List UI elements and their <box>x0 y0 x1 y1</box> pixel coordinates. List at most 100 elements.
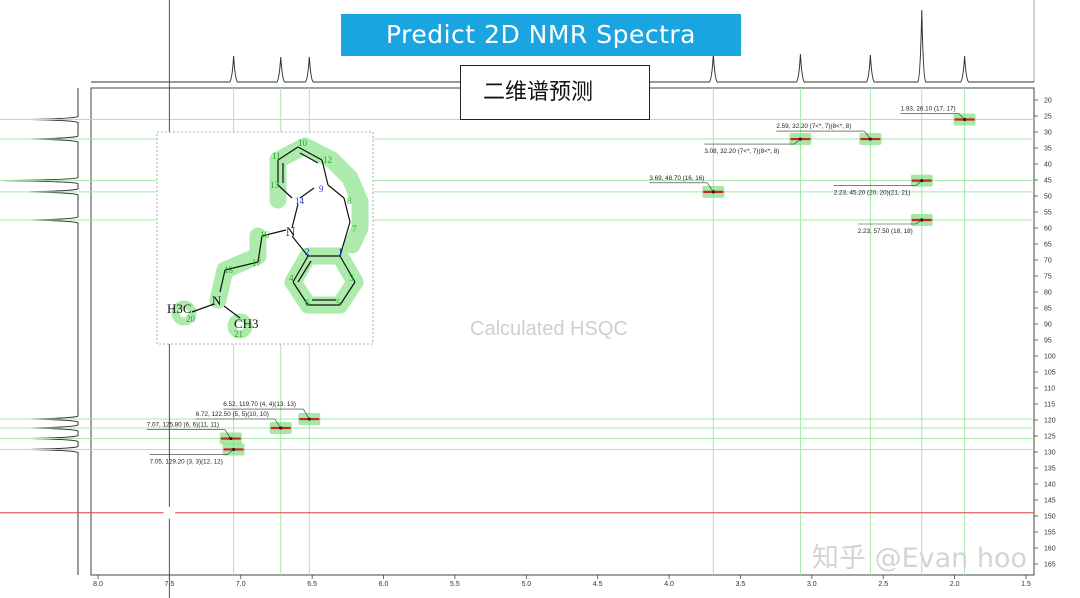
cursor-intersection <box>163 506 176 519</box>
cross-peak-label: 6.72, 122.50 (5, 5)(10, 10) <box>196 411 269 418</box>
atom-label-8: 8 <box>347 196 352 206</box>
cross-peak-label: 2.59, 32.20 (7<*, 7)(8<*, 8) <box>776 123 851 130</box>
cross-peak-label: 3.08, 32.20 (7<*, 7)(8<*, 8) <box>704 148 779 155</box>
cross-peak-leader <box>915 180 922 186</box>
cross-peak-label: 7.07, 125.80 (6, 6)(11, 11) <box>147 422 219 429</box>
x-tick-label: 6.5 <box>307 581 317 588</box>
cross-peak-leader <box>224 429 232 439</box>
y-tick-label: 95 <box>1044 338 1052 345</box>
y-tick-label: 30 <box>1044 130 1052 137</box>
y-tick-label: 100 <box>1044 354 1056 361</box>
cross-peak-leader <box>794 138 801 145</box>
x-tick-label: 5.5 <box>450 581 460 588</box>
y-tick-label: 150 <box>1044 514 1056 521</box>
carbon-peak-guides <box>0 119 1034 450</box>
y-tick-label: 130 <box>1044 450 1056 457</box>
atom-label-10: 10 <box>298 138 308 148</box>
cross-peak-label: 2.23, 57.50 (18, 18) <box>858 228 913 235</box>
chinese-subtitle-box: 二维谱预测 <box>460 65 650 120</box>
y-tick-label: 160 <box>1044 546 1056 553</box>
atom-label-2: 2 <box>305 247 310 257</box>
carbon-1d-spectrum <box>3 88 79 575</box>
y-tick-label: 140 <box>1044 482 1056 489</box>
y-tick-label: 50 <box>1044 194 1052 201</box>
watermark-text: 知乎 @Evan hoo <box>812 543 1028 574</box>
cross-peak-label: 6.52, 119.70 (4, 4)(13, 13) <box>223 401 296 408</box>
y-tick-label: 75 <box>1044 274 1052 281</box>
y-tick-label: 35 <box>1044 146 1052 153</box>
x-tick-label: 2.0 <box>950 581 960 588</box>
cross-peak-leader <box>707 182 714 193</box>
y-tick-label: 115 <box>1044 402 1055 409</box>
cross-peak-leader <box>864 130 871 140</box>
plot-caption: Calculated HSQC <box>470 318 628 340</box>
atom-label-7: 7 <box>352 224 357 234</box>
cross-peak-leader <box>303 408 310 420</box>
y-tick-label: 110 <box>1044 386 1055 393</box>
y-axis: 20 25 30 35 40 45 50 55 60 65 70 75 80 85 90 95 100 105 11… <box>1034 98 1056 569</box>
nitrogen-dimethyl-label: N <box>212 293 222 308</box>
x-tick-label: 7.5 <box>165 581 175 588</box>
y-tick-label: 105 <box>1044 370 1056 377</box>
cross-peak-label: 2.23, 45.20 (20, 20)(21, 21) <box>834 190 911 197</box>
y-tick-label: 65 <box>1044 242 1052 249</box>
carbon-spectrum-trace <box>3 88 79 575</box>
cross-peak-label: 1.93, 26.10 (17, 17) <box>901 106 956 113</box>
atom-label-9: 9 <box>319 184 324 194</box>
cross-peak-leader <box>227 449 234 455</box>
page-title-banner: Predict 2D NMR Spectra <box>341 14 741 56</box>
x-tick-label: 2.5 <box>878 581 888 588</box>
cross-peak-label: 7.05, 129.20 (3, 3)(12, 12) <box>150 458 223 465</box>
y-tick-label: 85 <box>1044 306 1052 313</box>
bond-lines <box>191 146 356 319</box>
atom-label-14: 14 <box>295 196 305 206</box>
y-tick-label: 120 <box>1044 418 1056 425</box>
y-tick-label: 135 <box>1044 466 1056 473</box>
cross-peak-leader <box>274 418 281 429</box>
atom-element-labels: N N H3C CH3 <box>167 224 296 331</box>
x-tick-label: 5.0 <box>521 581 531 588</box>
y-tick-label: 55 <box>1044 210 1052 217</box>
x-tick-label: 7.0 <box>236 581 246 588</box>
y-tick-label: 40 <box>1044 162 1052 169</box>
cross-peak-leader <box>915 219 922 225</box>
y-tick-label: 25 <box>1044 114 1052 121</box>
methyl-right-label: CH3 <box>234 316 259 331</box>
x-tick-label: 4.0 <box>664 581 674 588</box>
y-tick-label: 80 <box>1044 290 1052 297</box>
y-tick-label: 60 <box>1044 226 1052 233</box>
methyl-left-label: H3C <box>167 301 192 316</box>
y-tick-label: 20 <box>1044 98 1052 105</box>
atom-label-12: 12 <box>323 155 332 165</box>
y-tick-label: 165 <box>1044 562 1056 569</box>
atom-label-6: 6 <box>305 298 310 308</box>
cross-peak-label: 3.69, 48.70 (16, 16) <box>649 175 704 182</box>
x-tick-label: 8.0 <box>93 581 103 588</box>
y-tick-label: 45 <box>1044 178 1052 185</box>
atom-label-1: 1 <box>338 247 343 257</box>
atom-label-21: 21 <box>234 329 243 339</box>
y-tick-label: 145 <box>1044 498 1056 505</box>
atom-label-5: 5 <box>336 298 341 308</box>
y-tick-label: 125 <box>1044 434 1056 441</box>
x-tick-label: 4.5 <box>593 581 603 588</box>
atom-label-17: 17 <box>252 258 262 268</box>
atom-label-3: 3 <box>349 273 354 283</box>
x-tick-label: 3.0 <box>807 581 817 588</box>
cross-peak-leader <box>958 113 965 120</box>
atom-label-18: 18 <box>224 265 234 275</box>
y-tick-label: 70 <box>1044 258 1052 265</box>
proton-1d-spectrum <box>91 0 1035 83</box>
atom-label-4: 4 <box>289 273 294 283</box>
cross-peaks: 1.93, 26.10 (17, 17) 2.59, 32.20 (7<*, 7)… <box>146 106 976 465</box>
proton-spectrum-trace <box>91 9 1034 83</box>
atom-label-13: 13 <box>270 180 280 190</box>
atom-label-11: 11 <box>272 151 281 161</box>
y-tick-label: 155 <box>1044 530 1056 537</box>
atom-label-20: 20 <box>186 314 196 324</box>
cross-peak-center <box>711 190 715 194</box>
x-tick-label: 3.5 <box>736 581 746 588</box>
x-tick-label: 6.0 <box>379 581 389 588</box>
